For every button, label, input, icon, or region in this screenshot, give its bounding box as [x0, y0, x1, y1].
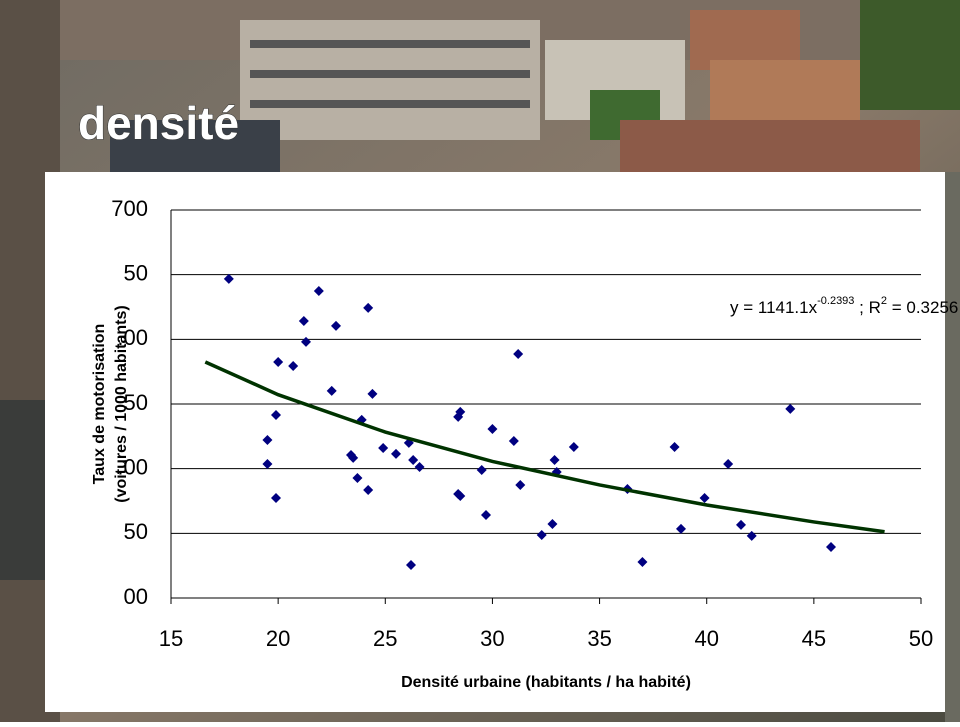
x-tick-label: 50: [909, 626, 933, 651]
point: [363, 302, 374, 313]
point: [262, 459, 273, 470]
point: [262, 434, 273, 445]
point: [487, 423, 498, 434]
point: [288, 360, 299, 371]
point: [453, 411, 464, 422]
point: [455, 490, 466, 501]
y-tick-label: 00: [124, 584, 148, 609]
point: [547, 519, 558, 530]
x-tick-label: 30: [480, 626, 504, 651]
point: [348, 452, 359, 463]
x-tick-label: 15: [159, 626, 183, 651]
point: [826, 542, 836, 553]
point: [271, 409, 281, 420]
x-tick-label: 25: [373, 626, 397, 651]
point: [223, 273, 234, 284]
point: [723, 459, 734, 470]
x-axis-title: Densité urbaine (habitants / ha habité): [401, 674, 691, 691]
point: [508, 435, 519, 446]
y-tick-label: 50: [124, 390, 148, 415]
point: [637, 557, 648, 568]
point: [408, 455, 419, 466]
equation-part: -0.2393: [817, 295, 854, 307]
point: [391, 448, 401, 459]
x-tick-label: 35: [587, 626, 611, 651]
equation-part: 2: [881, 295, 887, 307]
equation-part: = 0.3256: [887, 298, 958, 317]
point: [331, 320, 341, 331]
point: [476, 464, 487, 475]
x-tick-label: 45: [802, 626, 826, 651]
chart: 00 50 .00 50 .00 50 700 15 20 25 30 35 40 45 50 Densité…: [91, 196, 933, 691]
point: [746, 530, 757, 541]
point: [785, 403, 796, 414]
y-tick-label: 50: [124, 260, 148, 285]
point: [568, 441, 579, 452]
point: [699, 493, 710, 504]
x-tick-label: 20: [266, 626, 290, 651]
point: [736, 519, 746, 530]
equation: y = 1141.1x-0.2393 ; R2 = 0.3256: [730, 295, 958, 318]
point: [406, 560, 416, 571]
slide-title: densité: [78, 97, 239, 149]
y-axis-title: Taux de motorisation: [91, 324, 108, 485]
chart-area: [45, 172, 945, 712]
point: [549, 455, 560, 466]
point: [326, 385, 337, 396]
point: [367, 388, 378, 399]
y-tick-label: .00: [117, 454, 148, 479]
equation-part: ; R: [854, 298, 880, 317]
point: [363, 485, 374, 496]
point: [513, 348, 524, 359]
y-axis-title: (voitures / 1000 habitants): [113, 305, 130, 502]
x-tick-label: 40: [694, 626, 718, 651]
point: [414, 461, 425, 472]
point: [481, 509, 491, 520]
y-tick-label: .00: [117, 325, 148, 350]
point: [378, 442, 389, 453]
equation-part: y = 1141.1x: [730, 298, 818, 317]
point: [273, 356, 284, 367]
trendline: [204, 360, 885, 534]
point: [298, 315, 309, 326]
y-tick-label: 50: [124, 519, 148, 544]
point: [536, 530, 547, 541]
point: [669, 441, 680, 452]
point: [271, 493, 281, 504]
point: [301, 336, 311, 347]
point: [352, 472, 363, 483]
y-tick-label: 700: [111, 196, 148, 221]
point: [313, 285, 324, 296]
point: [676, 523, 686, 534]
point: [515, 479, 526, 490]
